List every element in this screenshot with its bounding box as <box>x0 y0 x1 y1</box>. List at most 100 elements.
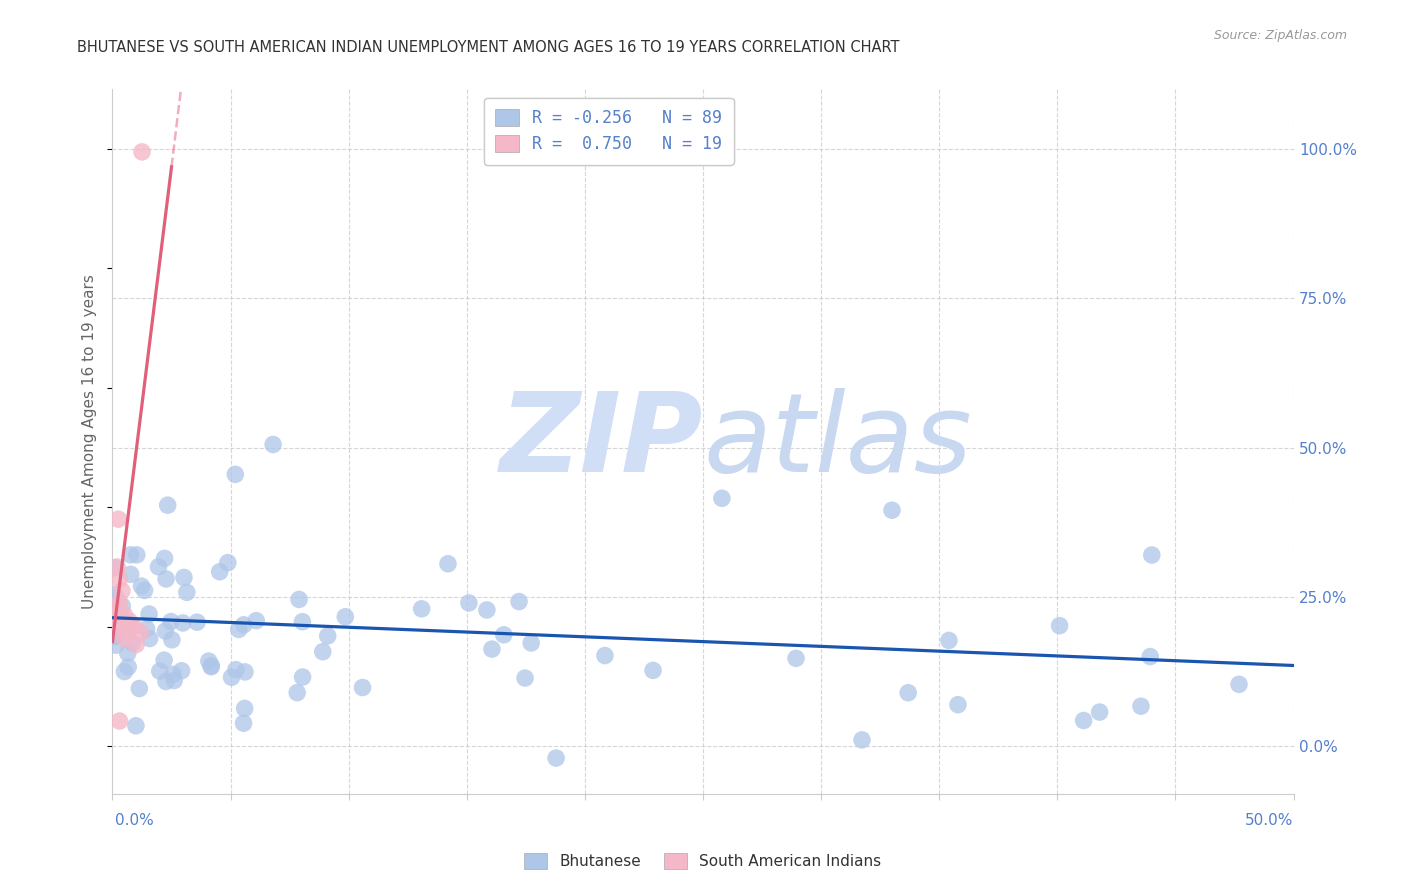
Point <box>508 594 530 608</box>
Point <box>156 498 179 512</box>
Point <box>155 572 177 586</box>
Point <box>105 601 128 615</box>
Point <box>710 491 733 506</box>
Point <box>458 596 481 610</box>
Point <box>285 685 308 699</box>
Point <box>105 630 128 644</box>
Point <box>200 658 222 673</box>
Point <box>105 607 128 622</box>
Point <box>1139 649 1161 664</box>
Point <box>186 615 208 630</box>
Text: 0.0%: 0.0% <box>115 814 155 828</box>
Point <box>112 607 135 622</box>
Point <box>153 551 176 566</box>
Point <box>120 548 142 562</box>
Point <box>335 609 357 624</box>
Point <box>107 512 129 526</box>
Point <box>112 665 135 679</box>
Point <box>208 565 231 579</box>
Point <box>138 607 160 621</box>
Y-axis label: Unemployment Among Ages 16 to 19 years: Unemployment Among Ages 16 to 19 years <box>82 274 97 609</box>
Point <box>163 673 186 688</box>
Point <box>170 664 193 678</box>
Point <box>125 638 148 652</box>
Point <box>104 588 127 602</box>
Point <box>131 145 153 159</box>
Point <box>593 648 616 663</box>
Point <box>162 667 184 681</box>
Legend: R = -0.256   N = 89, R =  0.750   N = 19: R = -0.256 N = 89, R = 0.750 N = 19 <box>484 97 734 165</box>
Point <box>520 636 543 650</box>
Point <box>104 599 127 613</box>
Point <box>122 620 145 634</box>
Point <box>546 751 568 765</box>
Point <box>160 615 183 629</box>
Point <box>262 437 284 451</box>
Point <box>197 654 219 668</box>
Text: BHUTANESE VS SOUTH AMERICAN INDIAN UNEMPLOYMENT AMONG AGES 16 TO 19 YEARS CORREL: BHUTANESE VS SOUTH AMERICAN INDIAN UNEMP… <box>77 40 900 55</box>
Point <box>437 557 460 571</box>
Legend: Bhutanese, South American Indians: Bhutanese, South American Indians <box>519 847 887 875</box>
Point <box>112 632 135 646</box>
Point <box>104 591 127 606</box>
Point <box>232 617 254 632</box>
Point <box>108 596 131 610</box>
Point <box>492 628 515 642</box>
Point <box>1073 714 1095 728</box>
Point <box>105 560 128 574</box>
Point <box>946 698 969 712</box>
Point <box>513 671 536 685</box>
Text: Source: ZipAtlas.com: Source: ZipAtlas.com <box>1213 29 1347 42</box>
Point <box>153 653 176 667</box>
Point <box>115 625 138 640</box>
Point <box>131 579 153 593</box>
Point <box>851 732 873 747</box>
Point <box>125 719 148 733</box>
Point <box>232 716 254 731</box>
Point <box>200 659 222 673</box>
Point <box>217 556 239 570</box>
Point <box>117 619 139 633</box>
Point <box>1088 705 1111 719</box>
Point <box>148 559 170 574</box>
Point <box>481 642 503 657</box>
Point <box>880 503 903 517</box>
Point <box>155 674 177 689</box>
Point <box>120 567 142 582</box>
Point <box>117 646 139 660</box>
Point <box>108 572 131 586</box>
Point <box>118 614 141 628</box>
Point <box>121 636 143 650</box>
Point <box>1140 548 1163 562</box>
Point <box>233 665 256 679</box>
Point <box>160 632 183 647</box>
Point <box>111 599 134 613</box>
Point <box>117 660 139 674</box>
Point <box>641 664 664 678</box>
Point <box>316 629 339 643</box>
Point <box>233 701 256 715</box>
Point <box>352 681 374 695</box>
Point <box>172 615 194 630</box>
Point <box>155 624 177 638</box>
Point <box>129 625 152 640</box>
Point <box>221 670 243 684</box>
Point <box>225 663 247 677</box>
Point <box>125 548 148 562</box>
Point <box>1049 618 1071 632</box>
Point <box>291 615 314 629</box>
Point <box>224 467 246 482</box>
Point <box>897 686 920 700</box>
Point <box>176 585 198 599</box>
Point <box>111 583 134 598</box>
Point <box>120 620 142 634</box>
Text: 50.0%: 50.0% <box>1246 814 1294 828</box>
Point <box>1227 677 1250 691</box>
Point <box>135 622 157 636</box>
Text: ZIP: ZIP <box>499 388 703 495</box>
Point <box>785 651 807 665</box>
Point <box>111 614 134 628</box>
Point <box>245 614 267 628</box>
Point <box>138 632 160 646</box>
Point <box>228 623 250 637</box>
